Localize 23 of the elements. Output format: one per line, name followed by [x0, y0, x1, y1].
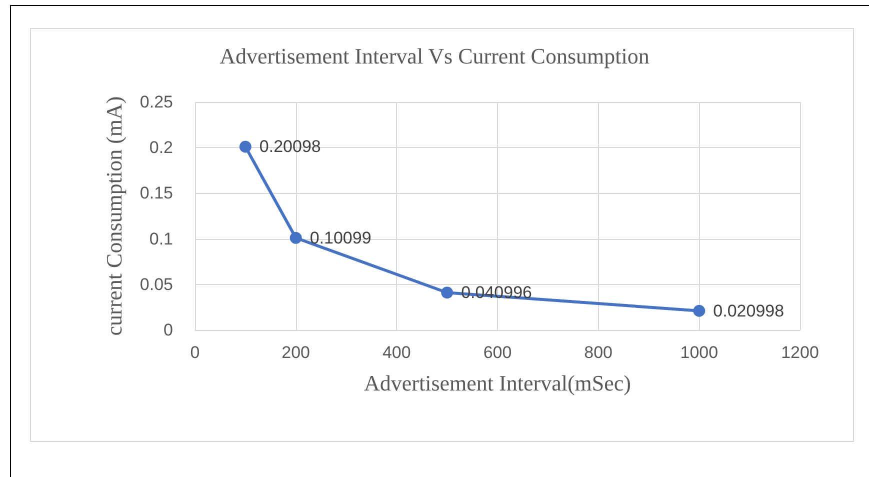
- y-tick-label: 0.05: [140, 274, 173, 294]
- data-label: 0.20098: [259, 137, 321, 156]
- data-label: 0.10099: [310, 228, 372, 248]
- data-label: 0.020998: [713, 301, 784, 320]
- x-tick-label: 1200: [781, 343, 819, 362]
- y-tick-label: 0: [164, 320, 173, 340]
- x-tick-label: 0: [190, 343, 200, 362]
- y-axis-title: current Consumption (mA): [102, 96, 126, 336]
- y-tick-label: 0.2: [149, 138, 173, 158]
- x-tick-label: 800: [584, 343, 613, 362]
- point: [441, 286, 454, 299]
- chart-title: Advertisement Interval Vs Current Consumption: [220, 44, 650, 68]
- x-tick-label: 600: [483, 343, 512, 362]
- y-tick-label: 0.1: [149, 229, 173, 248]
- point: [239, 140, 252, 153]
- x-tick-label: 1000: [680, 343, 718, 362]
- x-axis-title: Advertisement Interval(mSec): [364, 370, 631, 396]
- y-tick-label: 0.15: [140, 184, 173, 203]
- x-tick-label: 200: [282, 343, 310, 362]
- y-tick-label: 0.25: [140, 92, 173, 112]
- x-tick-label: 400: [382, 343, 411, 362]
- point: [290, 232, 302, 244]
- point: [693, 304, 706, 317]
